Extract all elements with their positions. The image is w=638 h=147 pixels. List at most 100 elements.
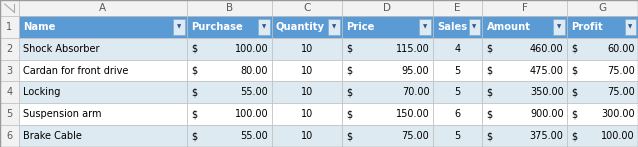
Bar (342, 60, 433, 81)
Bar (433, 103, 482, 125)
Text: $: $ (487, 109, 493, 119)
Text: 900.00: 900.00 (530, 109, 563, 119)
Bar (469, 19, 480, 35)
Text: 2: 2 (6, 44, 12, 54)
Text: Cardan for front drive: Cardan for front drive (23, 66, 128, 76)
Text: A: A (99, 3, 107, 13)
Bar (433, 125, 482, 147)
Bar (187, 38, 272, 60)
Text: ▼: ▼ (262, 24, 266, 29)
Text: $: $ (487, 131, 493, 141)
Text: $: $ (191, 87, 197, 97)
Bar (482, 16, 567, 38)
Text: 5: 5 (454, 66, 461, 76)
Bar (19, 16, 187, 38)
Bar (19, 103, 187, 125)
Text: $: $ (346, 109, 352, 119)
Text: $: $ (487, 44, 493, 54)
Text: 75.00: 75.00 (401, 131, 429, 141)
Bar (19, 81, 187, 103)
Bar (482, 103, 567, 125)
Bar (433, 16, 482, 38)
Text: 475.00: 475.00 (530, 66, 563, 76)
Bar (19, 125, 187, 147)
Bar (567, 60, 638, 81)
Bar (187, 103, 272, 125)
Bar (567, 0, 638, 16)
Bar (187, 81, 272, 103)
Text: Sales: Sales (437, 22, 467, 32)
Bar (433, 81, 482, 103)
Bar (329, 19, 340, 35)
Bar (433, 0, 482, 16)
Text: 460.00: 460.00 (530, 44, 563, 54)
Text: $: $ (346, 44, 352, 54)
Text: Brake Cable: Brake Cable (23, 131, 82, 141)
Text: ▼: ▼ (332, 24, 336, 29)
Bar (433, 38, 482, 60)
Text: B: B (226, 3, 233, 13)
Bar (342, 125, 433, 147)
Bar (258, 19, 270, 35)
Text: 10: 10 (300, 66, 313, 76)
Text: Purchase: Purchase (191, 22, 243, 32)
Text: Locking: Locking (23, 87, 61, 97)
Text: 55.00: 55.00 (241, 131, 269, 141)
Text: 6: 6 (454, 109, 461, 119)
Bar (272, 125, 342, 147)
Text: $: $ (571, 87, 577, 97)
Text: 5: 5 (6, 109, 12, 119)
Bar (482, 38, 567, 60)
Text: 10: 10 (300, 109, 313, 119)
Bar (187, 125, 272, 147)
Text: 350.00: 350.00 (530, 87, 563, 97)
Text: 300.00: 300.00 (601, 109, 635, 119)
Text: Suspension arm: Suspension arm (23, 109, 101, 119)
Text: ▼: ▼ (628, 24, 632, 29)
Text: 55.00: 55.00 (241, 87, 269, 97)
Bar (272, 0, 342, 16)
Bar (19, 0, 187, 16)
Text: C: C (303, 3, 310, 13)
Bar (0, 0, 19, 16)
Text: 115.00: 115.00 (396, 44, 429, 54)
Text: $: $ (571, 66, 577, 76)
Bar (19, 38, 187, 60)
Text: 6: 6 (6, 131, 12, 141)
Bar (272, 16, 342, 38)
Text: 5: 5 (454, 131, 461, 141)
Bar (482, 81, 567, 103)
Text: $: $ (346, 131, 352, 141)
Text: Price: Price (346, 22, 375, 32)
Text: ▼: ▼ (557, 24, 561, 29)
Bar (19, 60, 187, 81)
Text: $: $ (571, 131, 577, 141)
Bar (272, 60, 342, 81)
Bar (482, 0, 567, 16)
Bar (342, 81, 433, 103)
Text: $: $ (191, 44, 197, 54)
Text: $: $ (571, 109, 577, 119)
Bar (567, 125, 638, 147)
Text: Profit: Profit (571, 22, 603, 32)
Bar (187, 16, 272, 38)
Text: 5: 5 (454, 87, 461, 97)
Bar (187, 0, 272, 16)
Text: $: $ (346, 87, 352, 97)
Bar (567, 81, 638, 103)
Text: 150.00: 150.00 (396, 109, 429, 119)
Text: $: $ (487, 87, 493, 97)
Text: 10: 10 (300, 44, 313, 54)
Bar (433, 60, 482, 81)
Text: 100.00: 100.00 (601, 131, 635, 141)
Text: $: $ (346, 66, 352, 76)
Bar (272, 38, 342, 60)
Text: 60.00: 60.00 (607, 44, 635, 54)
Text: 1: 1 (6, 22, 12, 32)
Text: 100.00: 100.00 (235, 44, 269, 54)
Bar (0, 60, 19, 81)
Text: ▼: ▼ (423, 24, 427, 29)
Text: 4: 4 (454, 44, 461, 54)
Text: Amount: Amount (487, 22, 531, 32)
Text: 3: 3 (6, 66, 12, 76)
